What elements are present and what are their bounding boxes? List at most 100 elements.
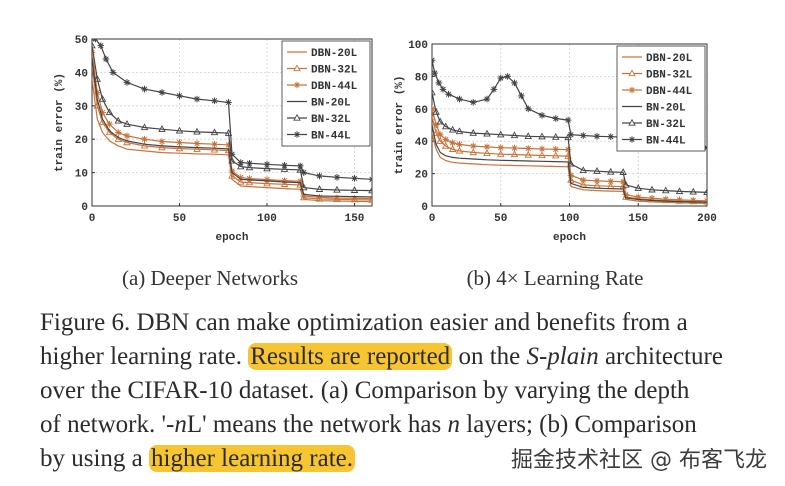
data-point: [432, 128, 440, 136]
data-point: [296, 177, 304, 185]
data-point: [193, 95, 201, 103]
figure-canvas: 0 10 20 30 40 50 0 50 100 150 epoch train error (%)…: [54, 35, 717, 290]
data-point: [280, 165, 289, 172]
x-tick-label: 100: [257, 213, 277, 225]
data-point: [469, 148, 478, 156]
y-tick-label: 0: [81, 202, 88, 214]
y-tick-label: 100: [408, 40, 428, 52]
data-point: [432, 107, 440, 115]
data-point: [567, 171, 575, 179]
y-tick-label: 30: [75, 102, 88, 114]
y-tick-label: 60: [415, 105, 428, 117]
data-point: [300, 192, 308, 200]
data-point: [456, 95, 463, 103]
data-point: [496, 130, 505, 138]
legend-box: [281, 40, 371, 147]
data-point: [441, 141, 450, 149]
data-point: [689, 187, 698, 195]
data-point: [432, 69, 439, 77]
data-point: [98, 94, 107, 102]
data-point: [225, 141, 232, 149]
data-point: [210, 128, 219, 136]
data-point: [455, 146, 464, 154]
series-BN-32L: [432, 88, 707, 196]
data-point: [99, 109, 106, 116]
x-tick-label: 100: [560, 213, 580, 225]
data-point: [106, 120, 113, 128]
data-point: [538, 145, 546, 153]
series-line: [92, 45, 372, 192]
data-point: [436, 117, 445, 125]
data-point: [432, 56, 436, 64]
data-point: [97, 42, 105, 49]
caption-line: of network. '-nL' means the network has …: [40, 408, 775, 442]
data-point: [140, 141, 149, 149]
data-point: [281, 177, 288, 184]
legend-label: BN-44L: [646, 136, 686, 148]
legend-label: BN-32L: [646, 119, 686, 131]
data-point: [593, 177, 601, 185]
data-point: [225, 99, 232, 106]
data-point: [102, 55, 110, 63]
data-point: [158, 138, 166, 145]
data-point: [675, 187, 684, 195]
x-axis-label: epoch: [553, 232, 586, 244]
legend-label: BN-32L: [311, 114, 351, 126]
data-point: [193, 127, 201, 135]
series-line: [92, 58, 372, 198]
y-tick-label: 40: [75, 68, 88, 80]
data-point: [634, 184, 643, 191]
data-point: [436, 131, 444, 139]
data-point: [564, 146, 572, 153]
data-point: [490, 86, 498, 93]
data-point: [511, 79, 518, 87]
series-BN-32L: [92, 41, 372, 194]
data-point: [483, 95, 491, 103]
data-point: [351, 195, 358, 202]
series-line: [432, 124, 707, 203]
data-point: [140, 123, 149, 131]
data-point: [496, 150, 505, 157]
data-point: [469, 99, 477, 106]
data-point: [175, 126, 184, 134]
legend-label: DBN-20L: [311, 48, 358, 60]
series-BN-44L: [92, 39, 372, 183]
data-point: [524, 105, 532, 113]
data-point: [109, 69, 117, 76]
data-point: [607, 178, 615, 185]
data-point: [193, 140, 201, 147]
data-point: [662, 195, 670, 203]
legend-label: BN-20L: [311, 98, 351, 110]
data-point: [263, 164, 271, 172]
data-point: [567, 131, 575, 139]
data-point: [193, 145, 201, 152]
data-point: [634, 193, 642, 201]
data-point: [607, 133, 615, 140]
caption-text: higher learning rate.: [40, 343, 249, 370]
data-point: [579, 132, 587, 139]
data-point: [648, 185, 656, 193]
y-tick-label: 80: [415, 72, 428, 84]
x-tick-label: 150: [345, 213, 365, 225]
x-tick-label: 200: [697, 213, 717, 225]
y-axis-label: train error (%): [54, 73, 66, 172]
data-point: [296, 180, 305, 188]
data-point: [579, 176, 587, 184]
legend-label: DBN-20L: [646, 53, 693, 65]
data-point: [280, 180, 289, 187]
data-point: [511, 144, 518, 152]
data-point: [123, 132, 131, 140]
data-point: [448, 125, 457, 133]
data-point: [579, 166, 588, 174]
data-point: [676, 196, 683, 204]
data-point: [351, 174, 358, 182]
data-point: [448, 145, 457, 152]
caption-text: n: [447, 411, 461, 438]
data-point: [176, 139, 183, 146]
x-tick-label: 0: [429, 213, 436, 225]
data-point: [175, 144, 184, 152]
data-point: [237, 159, 245, 166]
legend-label: DBN-32L: [311, 65, 358, 77]
data-point: [315, 185, 324, 192]
data-point: [483, 143, 491, 151]
